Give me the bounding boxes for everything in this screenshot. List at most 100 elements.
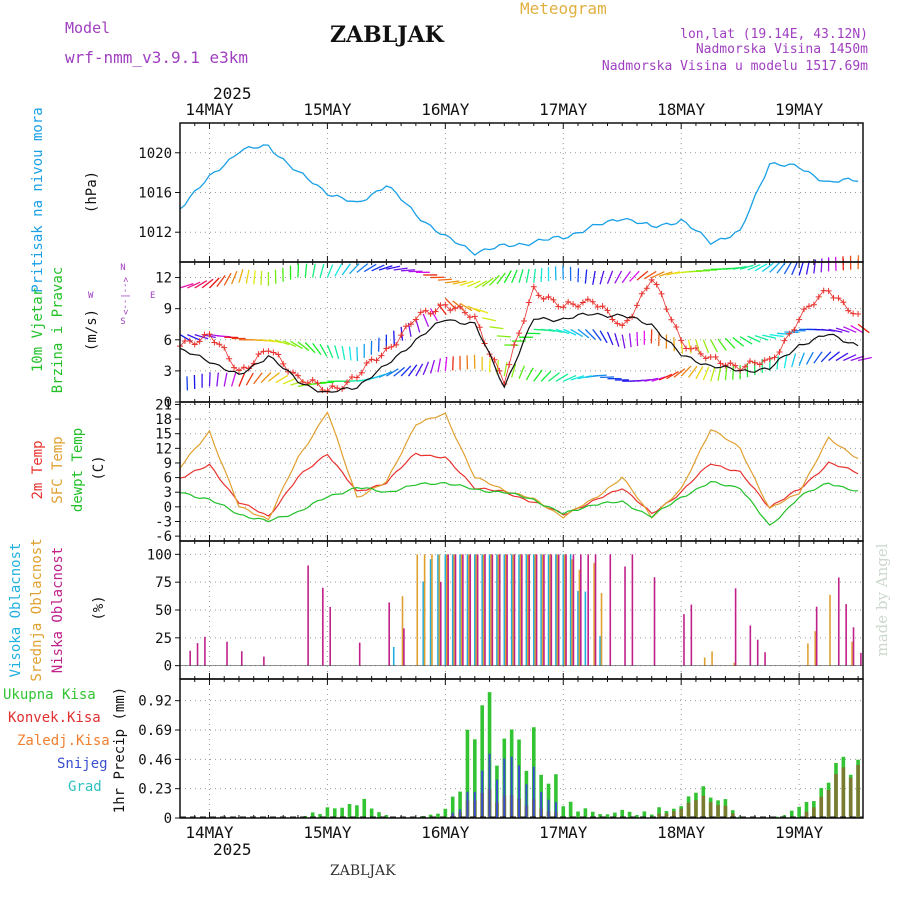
cloud-bars-visoka: [392, 554, 601, 666]
wind-barb: [525, 268, 530, 283]
wind-barb: [216, 372, 220, 387]
wind-barb: [850, 355, 865, 362]
wind-barb: [238, 269, 244, 283]
temp2m-line: [179, 452, 859, 517]
precip-legend: Ukupna Kisa Konvek.Kisa Zaledj.Kisa Snijeg G…: [3, 687, 110, 795]
wind-barb: [555, 328, 570, 335]
wind-barb: [341, 263, 351, 276]
wind-ytick-label: 6: [164, 333, 172, 349]
wind-barb: [518, 365, 525, 379]
precip-bar-total: [568, 801, 573, 818]
precip-bar-convective: [664, 813, 669, 818]
precip-bar-snow: [473, 791, 476, 818]
wind-barb: [422, 313, 430, 328]
wind-barb: [761, 262, 774, 273]
day-label-bottom: 19MAY: [775, 823, 824, 842]
precip-bar-total: [332, 808, 337, 818]
wind-barb: [850, 324, 864, 334]
day-label-bottom: 15MAY: [303, 823, 352, 842]
wind-label-2: Brzina i Pravac: [50, 267, 66, 393]
wind-barb: [584, 328, 596, 340]
wind-barb-band: [179, 297, 870, 362]
wind-barb: [209, 277, 220, 289]
wind-barb: [666, 370, 679, 380]
wind-barb: [444, 297, 456, 309]
wind-barb: [754, 335, 769, 341]
station-title: ZABLJAK: [330, 22, 445, 48]
wind-frame: [179, 261, 864, 403]
precip-bar-snow: [540, 792, 543, 818]
precip-bar-total: [362, 798, 367, 818]
temperature-ytick-label: 15: [155, 427, 172, 443]
wind-barb: [688, 365, 698, 378]
wind-barb: [400, 365, 412, 377]
precip-bars: [303, 692, 860, 818]
precip-bar-convective: [686, 802, 691, 818]
cloud-high-label: Visoka Oblacnost: [8, 543, 24, 678]
wind-barb: [791, 353, 797, 368]
coords: lon,lat (19.14E, 43.12N): [680, 27, 868, 42]
wind-barb: [319, 343, 328, 357]
wind-barb: [275, 374, 289, 384]
wind-barb: [467, 305, 481, 313]
precip-bar-snow: [525, 784, 528, 818]
wind-barb: [570, 375, 585, 381]
day-label-bottom: 17MAY: [539, 823, 588, 842]
wind-barb: [828, 351, 840, 362]
wind-barb: [187, 333, 201, 341]
precip-bar-total: [310, 812, 315, 818]
wind-barb: [356, 263, 369, 273]
precip-bar-total: [325, 807, 330, 818]
wind-barb: [496, 335, 511, 338]
wind-barb: [282, 377, 297, 385]
wind-barb: [312, 263, 316, 278]
wind-barb: [216, 275, 226, 288]
wind-barb: [393, 366, 406, 377]
model-elevation: Nadmorska Visina u modelu 1517.69m: [602, 59, 868, 74]
sfctemp-label: SFC Temp: [50, 436, 66, 503]
dewpt-label: dewpt Temp: [70, 428, 86, 512]
wind-barb: [828, 328, 843, 333]
wind-barb: [482, 317, 497, 322]
cloud-mid-label: Srednja Oblacnost: [29, 538, 45, 681]
wind-barb: [584, 269, 588, 284]
wind-barb-band: [179, 351, 872, 392]
wind-barb: [179, 283, 194, 289]
wind-barb: [533, 369, 543, 382]
wind-barb: [489, 274, 500, 286]
wind-barb: [474, 280, 488, 289]
wind-barb: [835, 327, 850, 333]
wind-barb: [724, 366, 728, 381]
wind-barb: [643, 270, 657, 280]
day-label-bottom: 18MAY: [657, 823, 706, 842]
precip-bar-total: [554, 774, 558, 818]
chart-kind: Meteogram: [520, 0, 607, 18]
cloud-ytick-label: 100: [147, 547, 172, 563]
compass-n: N: [120, 263, 125, 273]
temperature-ytick-label: 21: [155, 397, 172, 413]
precip-bar-total: [642, 811, 647, 818]
wind-barb: [717, 338, 727, 351]
wind-barb: [378, 265, 393, 271]
wind-barb: [666, 271, 681, 276]
precip-bar-total: [627, 811, 632, 818]
precip-bar-convective: [804, 811, 809, 818]
model-name: wrf-nmm_v3.9.1 e3km: [65, 48, 248, 67]
wind-barb: [658, 271, 673, 277]
precip-ytick-label: 0.69: [138, 723, 172, 739]
wind-barb: [194, 333, 209, 340]
panels: 101210161020036912-6-3036912151821025507…: [138, 122, 872, 827]
wind-barb: [334, 263, 343, 277]
day-label-top: 17MAY: [539, 100, 588, 119]
wind-barb: [629, 270, 640, 282]
precip-bar-total: [583, 808, 588, 818]
wind-barb: [356, 347, 359, 362]
pressure-label: Pritisak na nivou mora: [30, 107, 46, 292]
wind-barb: [393, 267, 408, 271]
wind-barb: [429, 359, 436, 374]
wind-barb: [783, 261, 793, 275]
wind-barb: [437, 358, 442, 373]
precip-bar-snow: [547, 799, 550, 818]
wind-barb: [230, 270, 238, 285]
precip-bar-total: [804, 801, 809, 818]
